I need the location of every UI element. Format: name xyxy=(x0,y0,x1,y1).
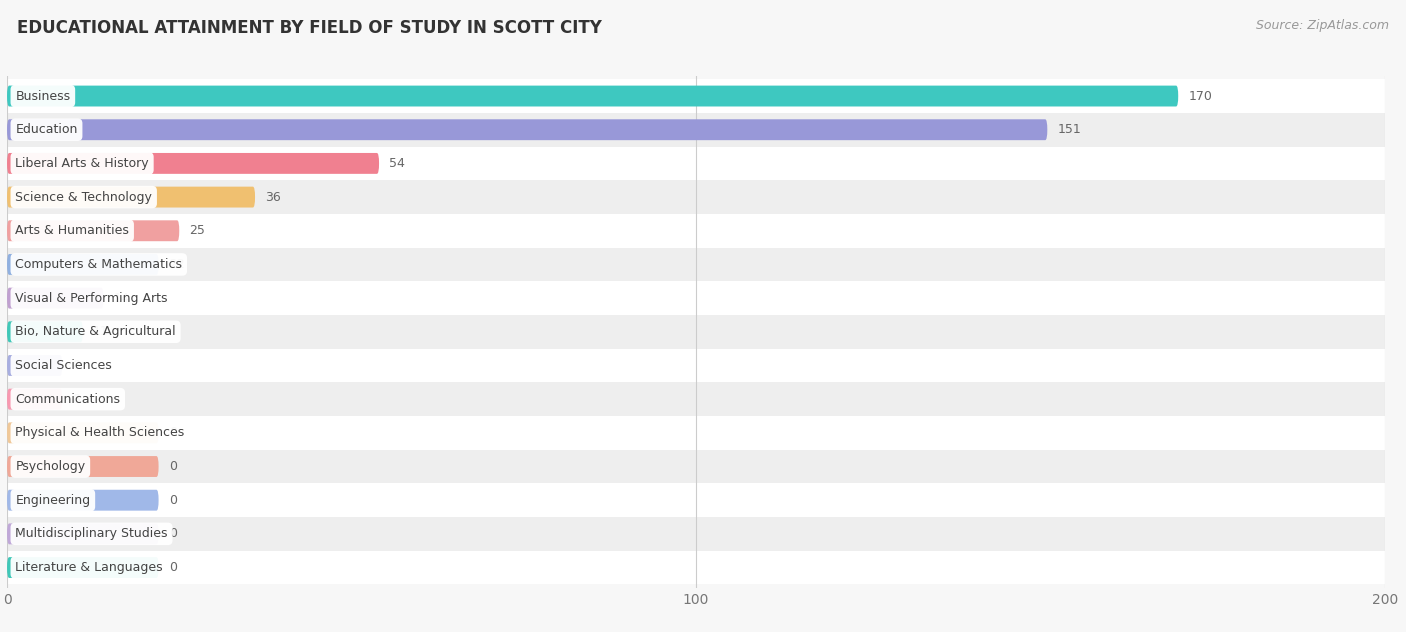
Text: 8: 8 xyxy=(73,359,80,372)
Bar xyxy=(0,450,1406,483)
Text: Multidisciplinary Studies: Multidisciplinary Studies xyxy=(15,527,167,540)
Bar xyxy=(0,382,1406,416)
Text: 25: 25 xyxy=(190,224,205,237)
Bar xyxy=(0,147,1406,180)
Text: 14: 14 xyxy=(114,291,129,305)
Text: 54: 54 xyxy=(389,157,405,170)
Text: EDUCATIONAL ATTAINMENT BY FIELD OF STUDY IN SCOTT CITY: EDUCATIONAL ATTAINMENT BY FIELD OF STUDY… xyxy=(17,19,602,37)
Text: Literature & Languages: Literature & Languages xyxy=(15,561,163,574)
FancyBboxPatch shape xyxy=(7,389,62,410)
FancyBboxPatch shape xyxy=(7,355,62,376)
FancyBboxPatch shape xyxy=(7,456,159,477)
Text: Social Sciences: Social Sciences xyxy=(15,359,112,372)
Text: Bio, Nature & Agricultural: Bio, Nature & Agricultural xyxy=(15,325,176,338)
Text: 22: 22 xyxy=(169,258,184,271)
FancyBboxPatch shape xyxy=(7,523,159,544)
Text: 11: 11 xyxy=(93,325,108,338)
Text: Education: Education xyxy=(15,123,77,137)
Bar xyxy=(0,248,1406,281)
Text: 0: 0 xyxy=(169,460,177,473)
Text: Source: ZipAtlas.com: Source: ZipAtlas.com xyxy=(1256,19,1389,32)
FancyBboxPatch shape xyxy=(7,186,254,207)
Bar xyxy=(0,113,1406,147)
Bar xyxy=(0,180,1406,214)
Bar xyxy=(0,214,1406,248)
Text: Business: Business xyxy=(15,90,70,102)
FancyBboxPatch shape xyxy=(7,254,159,275)
Text: 0: 0 xyxy=(169,527,177,540)
Bar xyxy=(0,315,1406,349)
Text: Arts & Humanities: Arts & Humanities xyxy=(15,224,129,237)
FancyBboxPatch shape xyxy=(7,153,380,174)
Bar xyxy=(0,79,1406,113)
Text: 8: 8 xyxy=(73,392,80,406)
Text: 0: 0 xyxy=(169,561,177,574)
FancyBboxPatch shape xyxy=(7,490,159,511)
Text: Physical & Health Sciences: Physical & Health Sciences xyxy=(15,427,184,439)
Text: Visual & Performing Arts: Visual & Performing Arts xyxy=(15,291,167,305)
Text: Science & Technology: Science & Technology xyxy=(15,191,152,204)
Text: Liberal Arts & History: Liberal Arts & History xyxy=(15,157,149,170)
Text: Engineering: Engineering xyxy=(15,494,90,507)
Bar xyxy=(0,550,1406,585)
Text: 36: 36 xyxy=(266,191,281,204)
Text: Computers & Mathematics: Computers & Mathematics xyxy=(15,258,183,271)
Text: Psychology: Psychology xyxy=(15,460,86,473)
FancyBboxPatch shape xyxy=(7,119,1047,140)
Bar xyxy=(0,281,1406,315)
Text: 170: 170 xyxy=(1188,90,1212,102)
Bar xyxy=(0,349,1406,382)
FancyBboxPatch shape xyxy=(7,422,159,443)
Bar xyxy=(0,483,1406,517)
Bar xyxy=(0,517,1406,550)
FancyBboxPatch shape xyxy=(7,321,83,343)
FancyBboxPatch shape xyxy=(7,221,180,241)
Text: 0: 0 xyxy=(169,494,177,507)
Bar xyxy=(0,416,1406,450)
FancyBboxPatch shape xyxy=(7,288,104,308)
Text: 0: 0 xyxy=(169,427,177,439)
Text: Communications: Communications xyxy=(15,392,121,406)
FancyBboxPatch shape xyxy=(7,557,159,578)
FancyBboxPatch shape xyxy=(7,85,1178,106)
Text: 151: 151 xyxy=(1057,123,1081,137)
